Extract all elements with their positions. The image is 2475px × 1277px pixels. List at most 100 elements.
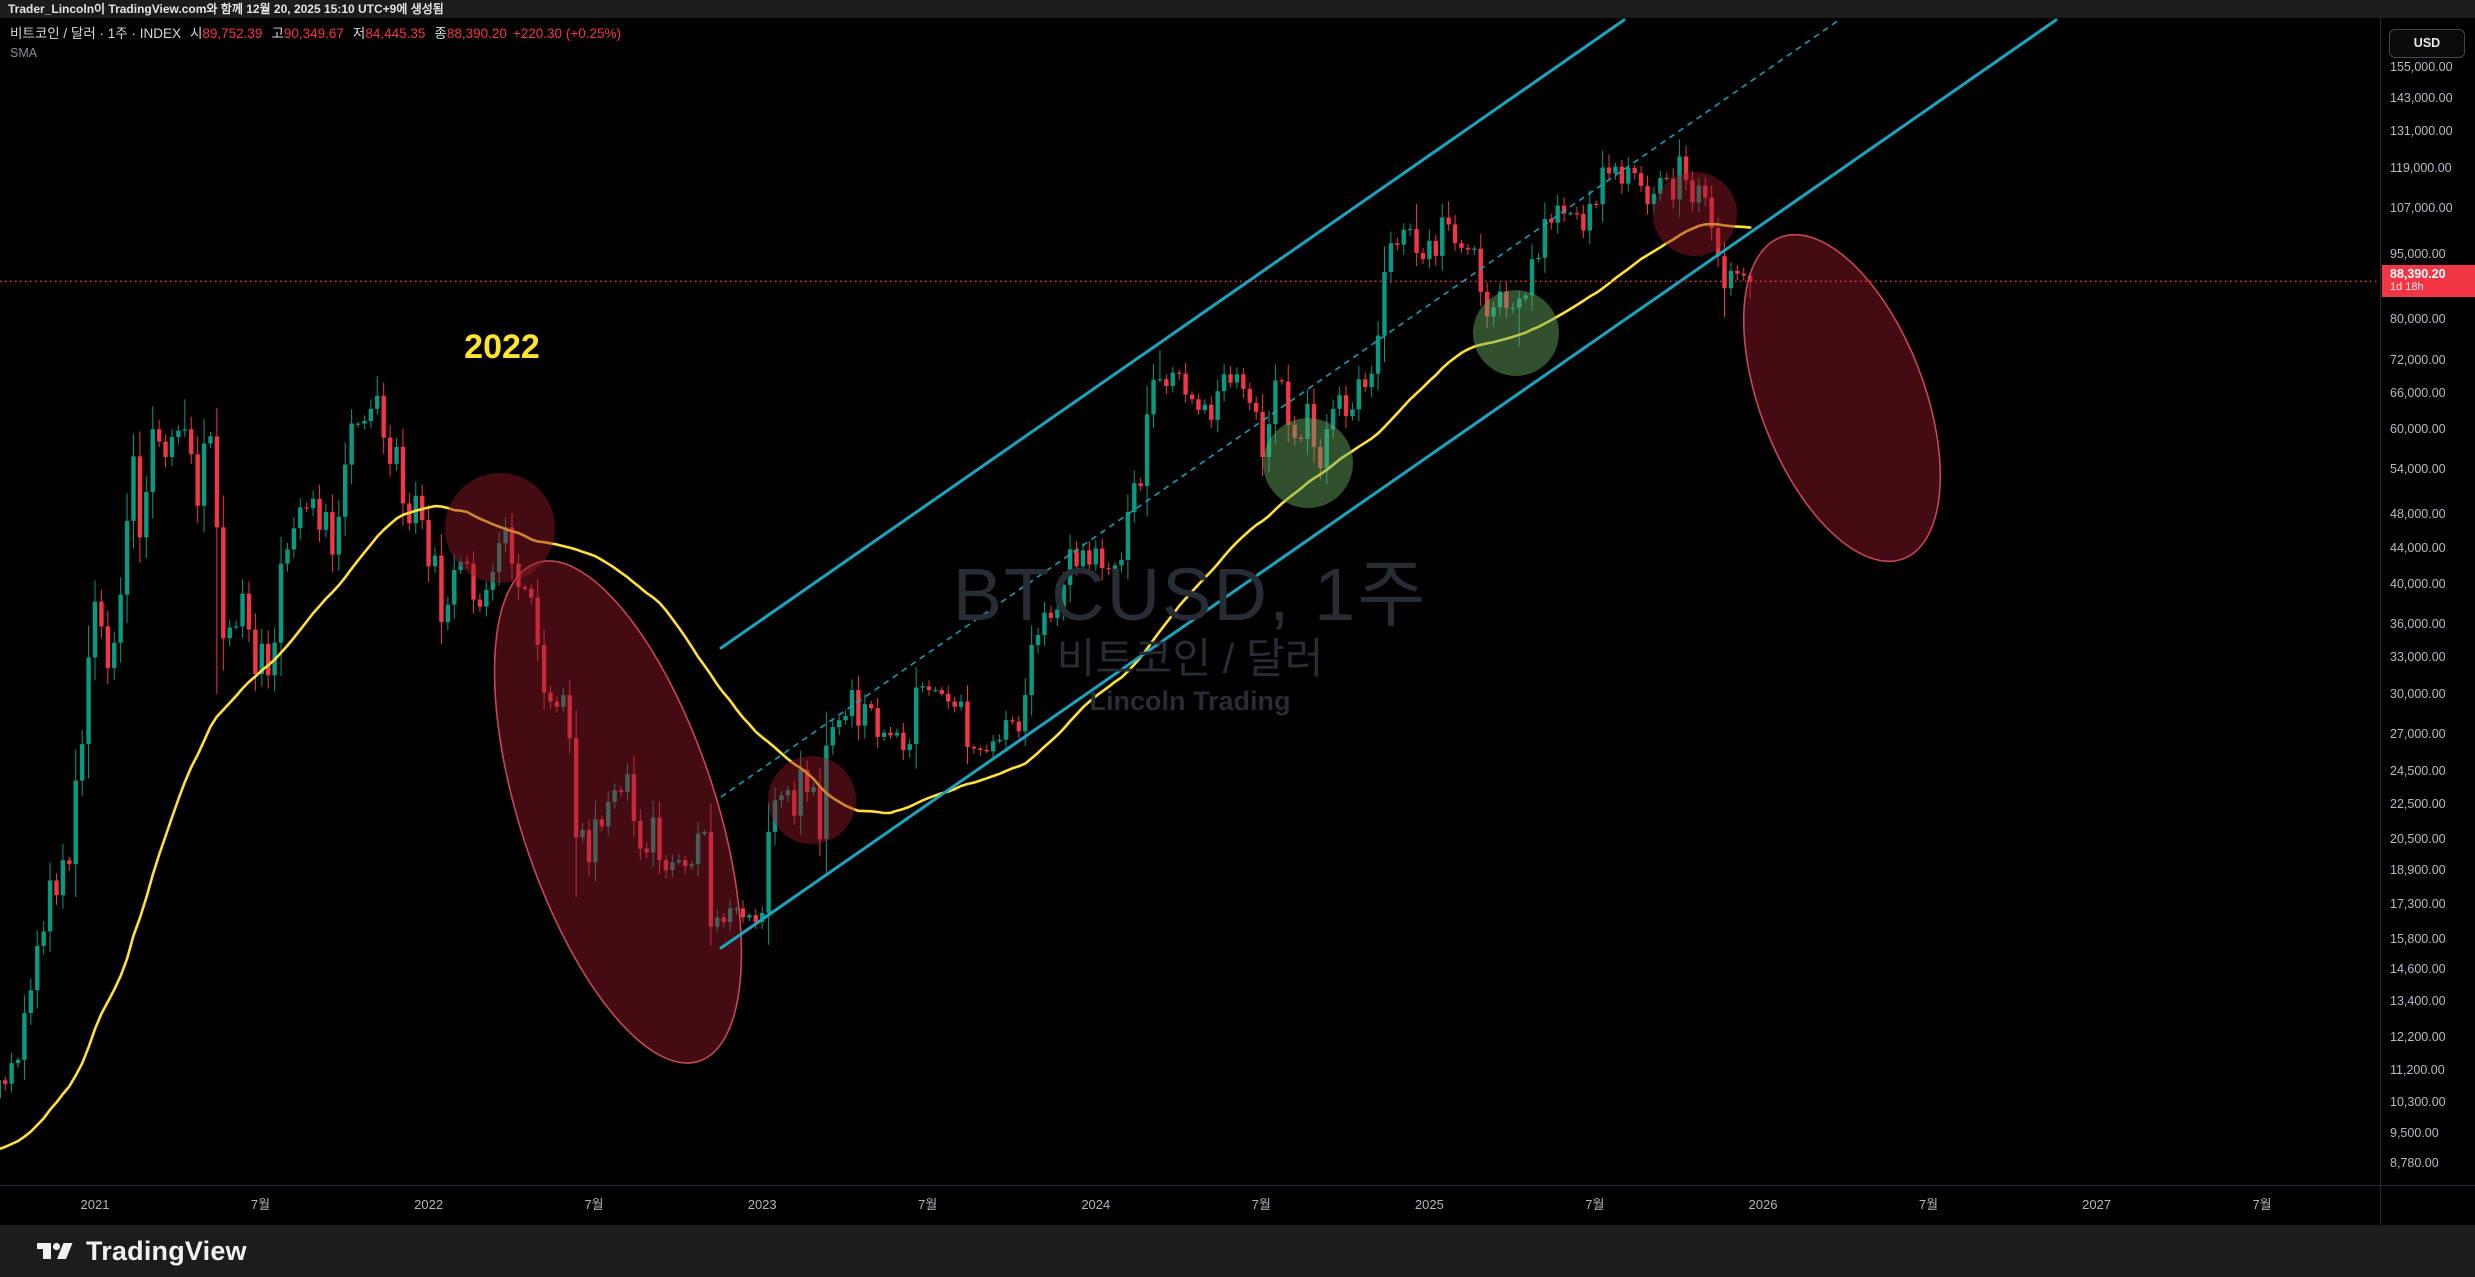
- candle-body: [79, 744, 85, 781]
- candle-body: [1446, 217, 1451, 225]
- candle-body: [496, 543, 502, 572]
- candle-body: [291, 528, 297, 550]
- candle-body: [1465, 247, 1471, 250]
- price-axis-label: 20,500.00: [2390, 832, 2446, 847]
- candle-body: [785, 790, 791, 796]
- price-axis[interactable]: USD 155,000.00 143,000.00 131,000.00 119,00…: [2380, 18, 2475, 1185]
- candle-body: [1343, 395, 1349, 417]
- candlestick-chart[interactable]: 2022: [0, 18, 2380, 1185]
- candle-body: [695, 833, 701, 865]
- candle-body: [1234, 374, 1240, 383]
- candle-body: [1337, 395, 1342, 409]
- candle-body: [830, 727, 835, 746]
- candle-body: [1561, 205, 1567, 214]
- candle-body: [246, 593, 252, 630]
- candle-body: [1433, 240, 1439, 256]
- time-axis-label: 7월: [918, 1197, 938, 1212]
- candle-body: [189, 429, 194, 455]
- candle-body: [310, 498, 316, 509]
- legend-symbol-title[interactable]: 비트코인 / 달러 · 1주 · INDEX: [10, 26, 181, 41]
- candle-body: [766, 831, 771, 913]
- candle-body: [362, 421, 367, 424]
- tradingview-logo-icon[interactable]: [36, 1238, 74, 1264]
- candle-body: [1632, 167, 1637, 174]
- candle-body: [1735, 270, 1740, 274]
- candle-body: [304, 507, 309, 509]
- candle-body: [573, 738, 579, 838]
- candle-body: [792, 790, 797, 816]
- candle-body: [28, 990, 34, 1014]
- candle-body: [131, 456, 136, 521]
- candle-body: [958, 701, 964, 707]
- price-axis-label: 54,000.00: [2390, 462, 2446, 477]
- candle-body: [1119, 559, 1124, 566]
- time-axis-label: 7월: [250, 1197, 271, 1212]
- candle-body: [1144, 414, 1150, 487]
- candle-body: [952, 701, 957, 707]
- candle-body: [1619, 166, 1625, 184]
- candle-body: [368, 408, 374, 422]
- candle-body: [240, 593, 245, 627]
- price-axis-label: 30,000.00: [2390, 686, 2446, 701]
- candle-body: [54, 880, 59, 896]
- price-axis-label: 131,000.00: [2390, 124, 2453, 139]
- candle-body: [670, 862, 675, 871]
- candle-body: [201, 443, 207, 506]
- candle-body: [1677, 156, 1682, 200]
- time-axis[interactable]: 2021 7월 2022 7월 2023 7월 2024 7월 2025 7월 2026 7월 2027…: [0, 1185, 2380, 1225]
- candle-body: [580, 829, 585, 838]
- candle-body: [606, 801, 611, 827]
- candle-body: [1221, 374, 1227, 392]
- bull-zone-circle: [1473, 290, 1559, 376]
- candle-body: [285, 549, 290, 564]
- candle-body: [137, 456, 143, 538]
- candle-body: [631, 774, 637, 821]
- candle-body: [1350, 409, 1355, 417]
- candle-body: [317, 498, 322, 530]
- price-axis-label: 36,000.00: [2390, 617, 2446, 632]
- candle-body: [477, 599, 483, 607]
- candle-body: [1029, 644, 1034, 696]
- currency-toggle-button[interactable]: USD: [2389, 29, 2465, 58]
- time-axis-label: 7월: [1251, 1197, 1271, 1212]
- candle-body: [439, 555, 444, 623]
- candle-body: [1055, 609, 1060, 618]
- candle-body: [561, 695, 566, 707]
- time-axis-label: 7월: [1918, 1197, 1939, 1212]
- candle-body: [60, 860, 66, 896]
- candle-body: [86, 657, 91, 745]
- candle-body: [1324, 429, 1329, 469]
- candle-body: [689, 864, 694, 867]
- candle-body: [1690, 180, 1695, 203]
- candle-body: [387, 437, 393, 464]
- candle-body: [1594, 203, 1599, 206]
- chart-pane[interactable]: BTCUSD, 1주 비트코인 / 달러 Lincoln Trading 202…: [0, 18, 2380, 1185]
- candle-body: [394, 446, 399, 464]
- candle-body: [266, 643, 271, 676]
- candle-body: [1478, 248, 1483, 292]
- candle-body: [708, 831, 714, 927]
- candle-body: [253, 629, 258, 675]
- price-axis-label: 66,000.00: [2390, 385, 2446, 400]
- candle-body: [1151, 379, 1156, 415]
- candle-body: [971, 746, 977, 749]
- price-axis-label: 15,800.00: [2390, 931, 2446, 946]
- tradingview-wordmark[interactable]: TradingView: [86, 1235, 247, 1266]
- candle-body: [881, 732, 887, 737]
- candle-body: [214, 436, 220, 528]
- candle-body: [330, 512, 335, 555]
- candle-body: [683, 860, 688, 867]
- candle-body: [1683, 156, 1689, 181]
- candle-body: [1157, 379, 1163, 381]
- candle-body: [1125, 512, 1131, 560]
- candle-body: [779, 795, 784, 801]
- candle-body: [1670, 178, 1676, 200]
- price-axis-label: 12,200.00: [2390, 1030, 2446, 1045]
- legend-indicator-sma[interactable]: SMA: [10, 46, 38, 60]
- bear-zone-ellipse: [493, 560, 743, 1064]
- candle-body: [1407, 228, 1413, 231]
- candle-body: [593, 819, 598, 863]
- candle-body: [1452, 224, 1458, 244]
- candle-body: [1715, 227, 1721, 257]
- price-axis-label: 18,900.00: [2390, 863, 2446, 878]
